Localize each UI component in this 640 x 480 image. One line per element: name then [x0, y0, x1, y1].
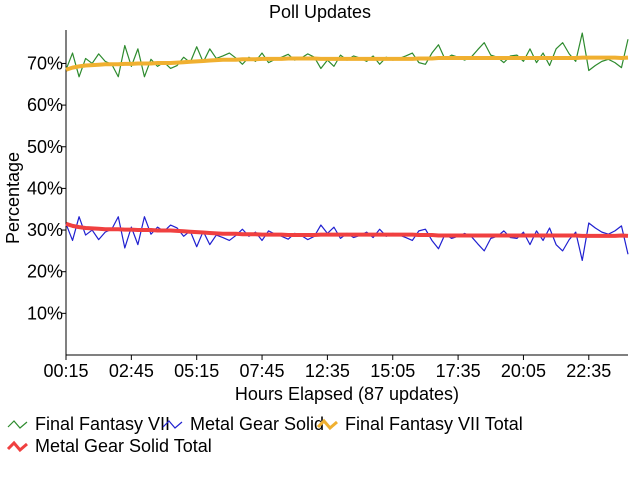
legend-item: Metal Gear Solid Total: [6, 436, 212, 456]
legend-item: Metal Gear Solid: [162, 414, 324, 434]
y-tick-label: 50%: [27, 137, 63, 157]
series-line-2: [65, 55, 629, 72]
y-tick-label: 60%: [27, 95, 63, 115]
x-tick-label: 00:15: [43, 361, 88, 381]
legend-label: Final Fantasy VII: [35, 414, 170, 434]
series-line-3: [65, 221, 629, 238]
legend-swatch: [6, 440, 28, 453]
y-tick-label: 70%: [27, 53, 63, 73]
legend-swatch: [316, 418, 338, 431]
x-tick-label: 12:35: [305, 361, 350, 381]
y-tick-label: 40%: [27, 178, 63, 198]
x-ticks: 00:15 02:45 05:15 07:45 12:35 15:05 17:35 20:05…: [43, 355, 611, 381]
legend-item: Final Fantasy VII Total: [316, 414, 523, 434]
y-tick-label: 20%: [27, 262, 63, 282]
series-layer: [65, 32, 629, 262]
x-tick-label: 22:35: [566, 361, 611, 381]
x-tick-label: 05:15: [174, 361, 219, 381]
legend-label: Final Fantasy VII Total: [345, 414, 523, 434]
y-tick-label: 10%: [27, 303, 63, 323]
x-tick-label: 20:05: [501, 361, 546, 381]
legend-label: Metal Gear Solid Total: [35, 436, 212, 456]
y-axis-label: Percentage: [3, 152, 23, 244]
y-ticks: 10% 20% 30% 40% 50% 60% 70%: [27, 53, 66, 323]
legend-swatch: [7, 420, 28, 429]
legend-label: Metal Gear Solid: [190, 414, 324, 434]
y-tick-label: 30%: [27, 220, 63, 240]
legend-item: Final Fantasy VII: [7, 414, 170, 434]
x-tick-label: 07:45: [240, 361, 285, 381]
chart-title: Poll Updates: [269, 2, 371, 22]
series-line-0: [65, 32, 629, 78]
x-axis-label: Hours Elapsed (87 updates): [235, 384, 459, 404]
x-tick-label: 17:35: [436, 361, 481, 381]
series-line-1: [65, 216, 629, 262]
x-tick-label: 02:45: [109, 361, 154, 381]
x-tick-label: 15:05: [370, 361, 415, 381]
legend: Final Fantasy VII Metal Gear Solid Final F…: [6, 414, 523, 456]
legend-swatch: [162, 420, 183, 429]
